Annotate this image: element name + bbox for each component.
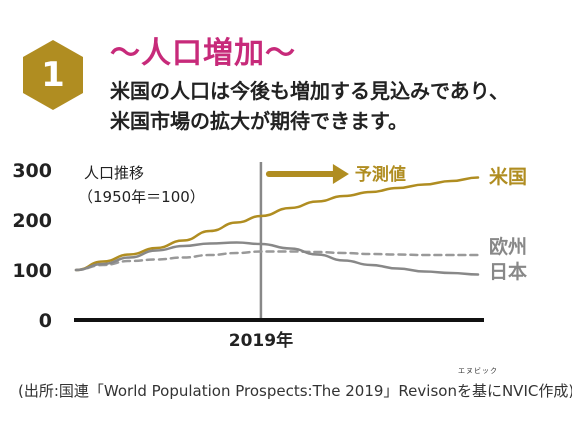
series-line-0 bbox=[74, 176, 480, 272]
source-note: (出所:国連「World Population Prospects:The 20… bbox=[18, 382, 572, 400]
badge-hexagon bbox=[23, 40, 83, 110]
forecast-arrow-head bbox=[332, 164, 349, 184]
series-label-0: 米国 bbox=[489, 165, 527, 188]
y-tick-label: 200 bbox=[12, 210, 52, 232]
subtitle-line-2: 米国市場の拡大が期待できます。 bbox=[110, 109, 408, 133]
y-tick-label: 0 bbox=[39, 310, 52, 332]
series-label-1: 欧州 bbox=[489, 235, 527, 258]
chart-title: 人口推移 bbox=[84, 164, 144, 182]
series-line-1 bbox=[74, 250, 480, 272]
badge-number: 1 bbox=[41, 55, 65, 95]
series-line-2 bbox=[74, 241, 480, 276]
y-tick-label: 300 bbox=[12, 160, 52, 182]
forecast-label: 予測値 bbox=[355, 164, 406, 185]
y-tick-label: 100 bbox=[12, 260, 52, 282]
section-heading: 〜人口増加〜 bbox=[110, 36, 296, 71]
subtitle-line-1: 米国の人口は今後も増加する見込みであり、 bbox=[110, 79, 509, 103]
source-ruby: エヌビック bbox=[458, 367, 498, 375]
subtitle-text: 米国の人口は今後も増加する見込みであり、 米国市場の拡大が期待できます。 bbox=[110, 76, 509, 136]
series-label-2: 日本 bbox=[489, 260, 527, 283]
chart-subtitle: （1950年＝100） bbox=[78, 188, 205, 206]
marker-label-2019: 2019年 bbox=[229, 330, 293, 351]
